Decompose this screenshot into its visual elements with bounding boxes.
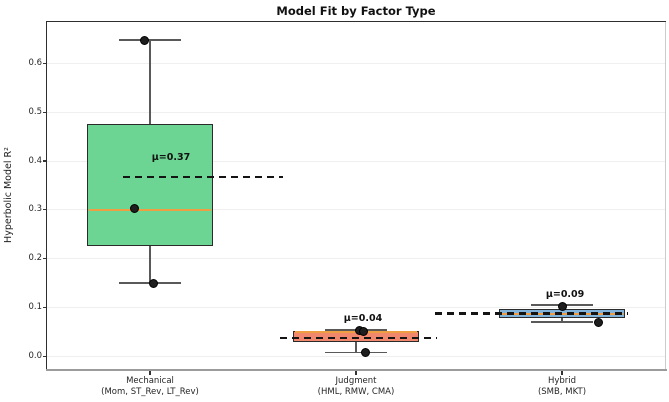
data-point-hybrid <box>557 301 567 311</box>
data-point-judgment <box>359 327 369 337</box>
grid-line <box>47 62 665 64</box>
y-tick-mark <box>42 111 47 113</box>
grid-line <box>47 306 665 308</box>
whisker-lower-hybrid <box>561 317 563 323</box>
y-tick-label: 0.6 <box>28 57 42 68</box>
data-point-mechanical <box>140 35 150 45</box>
x-label-line1-hybrid: Hybrid <box>547 376 577 386</box>
data-point-mechanical <box>148 278 158 288</box>
y-tick-mark <box>42 62 47 65</box>
x-tick-label-mechanical: Mechanical (Mom, ST_Rev, LT_Rev) <box>65 376 235 398</box>
x-label-line1-mechanical: Mechanical <box>126 376 174 386</box>
mean-dash-line-judgment <box>279 336 437 340</box>
whisker-upper-mechanical <box>149 40 151 125</box>
mean-dash-line-mechanical <box>123 175 283 178</box>
x-tick-mark-mechanical <box>149 371 151 375</box>
spine-bottom <box>45 368 667 371</box>
y-tick-mark <box>42 355 47 357</box>
mean-dash-line-hybrid <box>434 312 628 315</box>
y-tick-label: 0.0 <box>28 350 42 361</box>
median-line-mechanical <box>88 208 212 211</box>
grid-line <box>47 355 665 357</box>
x-label-line2-mechanical: (Mom, ST_Rev, LT_Rev) <box>101 387 199 397</box>
whisker-cap-bottom-hybrid <box>531 321 593 323</box>
y-tick-label: 0.3 <box>28 204 42 215</box>
whisker-lower-judgment <box>355 342 357 353</box>
y-tick-mark <box>42 160 47 162</box>
y-tick-label: 0.4 <box>28 155 42 166</box>
data-point-mechanical <box>130 204 140 214</box>
x-label-line1-judgment: Judgment <box>335 376 377 386</box>
box-mechanical <box>87 124 213 247</box>
mean-label-judgment: μ=0.04 <box>343 312 383 324</box>
grid-line <box>47 258 665 260</box>
whisker-lower-mechanical <box>149 246 151 284</box>
x-label-line2-judgment: (HML, RMW, CMA) <box>317 387 395 397</box>
y-tick-mark <box>42 258 47 260</box>
grid-line <box>47 111 665 113</box>
whisker-cap-top-mechanical <box>119 39 181 41</box>
spine-right <box>665 22 666 369</box>
y-tick-label: 0.5 <box>28 106 42 117</box>
data-point-hybrid <box>593 317 603 327</box>
grid-line <box>47 209 665 211</box>
spine-top <box>46 20 666 22</box>
y-tick-mark <box>42 306 47 309</box>
x-tick-label-hybrid: Hybrid (SMB, MKT) <box>477 376 647 398</box>
x-tick-mark-hybrid <box>561 371 563 375</box>
grid-line <box>47 160 665 162</box>
whisker-cap-bottom-judgment <box>325 351 387 354</box>
data-point-judgment <box>361 347 371 357</box>
x-tick-mark-judgment <box>355 371 357 375</box>
y-tick-label: 0.2 <box>28 253 42 264</box>
mean-label-hybrid: μ=0.09 <box>545 288 585 300</box>
mean-label-mechanical: μ=0.37 <box>151 151 191 163</box>
chart-title: Model Fit by Factor Type <box>276 4 436 18</box>
spine-left <box>45 20 47 370</box>
y-tick-mark <box>42 209 47 211</box>
y-tick-label: 0.1 <box>28 301 42 312</box>
x-tick-label-judgment: Judgment (HML, RMW, CMA) <box>271 376 441 398</box>
x-label-line2-hybrid: (SMB, MKT) <box>537 387 587 397</box>
y-axis-label: Hyperbolic Model R² <box>3 147 14 243</box>
